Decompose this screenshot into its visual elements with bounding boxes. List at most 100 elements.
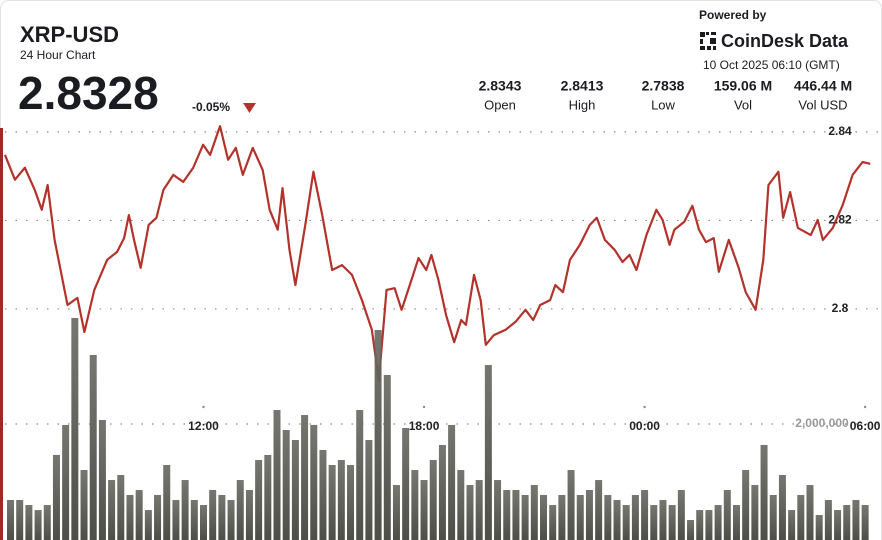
volume-bar xyxy=(154,494,162,540)
area-layer xyxy=(3,125,871,540)
volume-bar xyxy=(52,454,60,540)
volume-bar xyxy=(567,469,575,540)
volume-bar xyxy=(282,429,290,540)
stat-label: Low xyxy=(651,97,675,112)
volume-bar xyxy=(503,490,511,540)
volume-bar xyxy=(209,490,217,540)
volume-bar xyxy=(631,494,639,540)
volume-bar xyxy=(466,485,474,540)
volume-bar xyxy=(383,374,391,540)
price: 2.8328 xyxy=(18,67,159,119)
x-tick-label: 00:00 xyxy=(629,419,660,433)
stats: 2.8343 Open 2.8413 High 2.7838 Low 159.06 M Vol… xyxy=(479,78,853,113)
volume-bar xyxy=(117,474,125,540)
volume-bar xyxy=(576,494,584,540)
y-tick-label: 2.84 xyxy=(828,124,852,138)
volume-bar xyxy=(227,499,235,540)
volume-bar xyxy=(190,499,198,540)
y-tick-label: 2.8 xyxy=(832,301,849,315)
volume-bar xyxy=(815,515,823,540)
bar-layer xyxy=(7,317,869,540)
volume-bar xyxy=(852,499,860,540)
stat-label: Vol USD xyxy=(798,97,847,112)
volume-bar xyxy=(429,460,437,540)
stat-value: 2.8343 xyxy=(479,78,522,94)
volume-bar xyxy=(291,440,299,540)
change: -0.05% xyxy=(192,100,230,114)
volume-bar xyxy=(540,494,548,540)
volume-bar xyxy=(108,480,116,540)
volume-bar xyxy=(824,499,832,540)
volume-bar xyxy=(236,480,244,540)
volume-bar xyxy=(760,444,768,540)
y-tick-label: 2.82 xyxy=(828,213,852,227)
volume-bar xyxy=(641,490,649,540)
volume-bar xyxy=(126,494,134,540)
volume-bar xyxy=(604,494,612,540)
volume-bar xyxy=(301,415,309,540)
volume-bar xyxy=(392,485,400,540)
down-arrow xyxy=(243,103,256,113)
title: XRP-USD xyxy=(20,22,119,47)
volume-bar xyxy=(365,440,373,540)
volume-bar xyxy=(448,424,456,540)
volume-bar xyxy=(834,510,842,540)
left-edge xyxy=(0,128,3,540)
volume-bar xyxy=(732,505,740,540)
volume-bar xyxy=(7,499,15,540)
volume-bar xyxy=(650,505,658,540)
volume-bar xyxy=(34,510,42,540)
volume-bar xyxy=(264,454,272,540)
volume-bar xyxy=(80,469,88,540)
volume-bar xyxy=(659,499,667,540)
volume-bar xyxy=(549,505,557,540)
volume-bar xyxy=(521,494,529,540)
plot: 2.8 2.82 2.84 12:00 18:00 00:00 06:002,000,000 xyxy=(3,124,881,540)
volume-bar xyxy=(484,365,492,540)
volume-bar xyxy=(668,505,676,540)
brand-logo xyxy=(700,32,716,50)
volume-bar xyxy=(135,490,143,540)
volume-bar xyxy=(328,465,336,540)
volume-bar xyxy=(319,449,327,540)
subtitle: 24 Hour Chart xyxy=(20,48,96,62)
volume-bar xyxy=(356,410,364,540)
x-tick-mark xyxy=(202,405,205,409)
volume-bar xyxy=(622,505,630,540)
volume-bar xyxy=(98,419,106,540)
volume-bar xyxy=(778,474,786,540)
volume-bar xyxy=(402,427,410,540)
volume-bar xyxy=(512,490,520,540)
volume-bar xyxy=(172,499,180,540)
volume-bar xyxy=(199,505,207,540)
volume-bar xyxy=(255,460,263,540)
stat-value: 2.8413 xyxy=(561,78,604,94)
volume-bar xyxy=(696,510,704,540)
volume-bar xyxy=(714,505,722,540)
x-tick-mark xyxy=(643,405,646,409)
volume-bar xyxy=(788,510,796,540)
timestamp: 10 Oct 2025 06:10 (GMT) xyxy=(703,58,840,72)
volume-bar xyxy=(861,505,869,540)
volume-bar xyxy=(43,505,51,540)
stat-label: Vol xyxy=(734,97,752,112)
volume-bar xyxy=(769,494,777,540)
x-tick-mark xyxy=(863,405,867,409)
volume-bar xyxy=(89,354,97,540)
volume-bar xyxy=(420,480,428,540)
volume-bar xyxy=(273,410,281,540)
volume-bar xyxy=(677,490,685,540)
volume-bar xyxy=(751,485,759,540)
volume-bar xyxy=(16,499,24,540)
stat-value: 2.7838 xyxy=(642,78,685,94)
area-fill xyxy=(5,126,871,540)
labels: 2.8 2.82 2.84 12:00 18:00 00:00 06:002,000,000 xyxy=(188,124,881,433)
volume-bar xyxy=(705,510,713,540)
x-tick-mark xyxy=(422,405,426,409)
volume-bar xyxy=(723,490,731,540)
powered-by: Powered by xyxy=(699,8,767,22)
volume-bar xyxy=(71,317,79,540)
volume-bar xyxy=(181,480,189,540)
volume-bar xyxy=(797,494,805,540)
